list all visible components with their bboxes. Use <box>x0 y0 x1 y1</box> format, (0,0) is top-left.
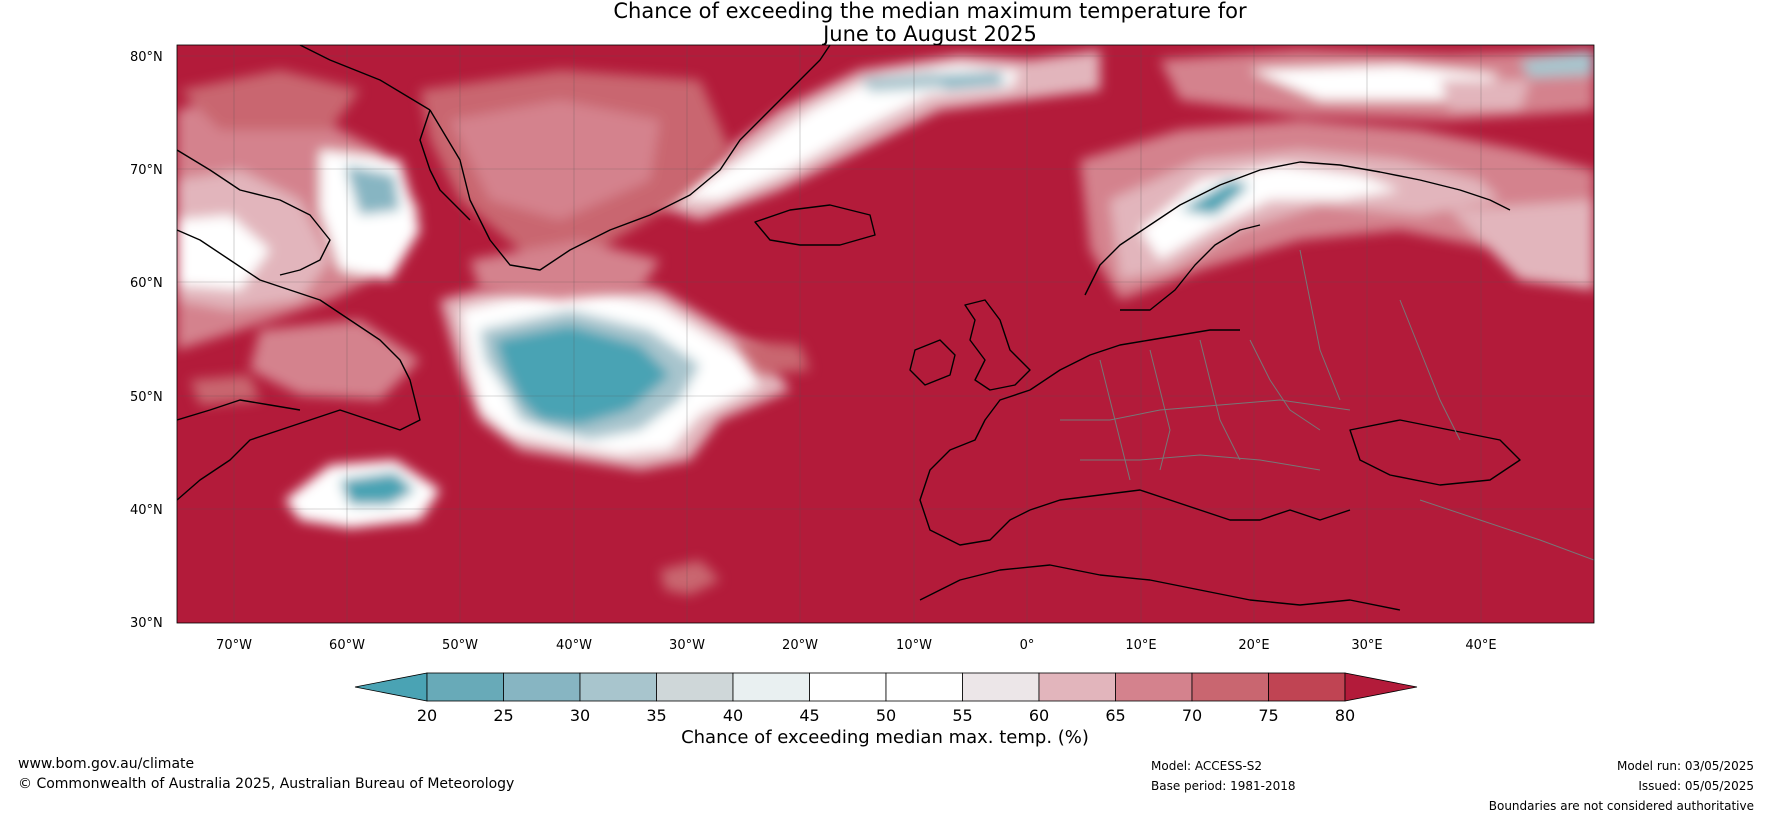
colorbar-tick-label: 80 <box>1335 706 1355 725</box>
map-title: Chance of exceeding the median maximum t… <box>0 0 1770 46</box>
coast-great-britain <box>964 299 1031 391</box>
colorbar-tick-label: 35 <box>646 706 666 725</box>
coast-st-lawrence <box>177 399 301 421</box>
field-nova-scotia-anomaly <box>285 460 440 528</box>
coast-mediterranean-north <box>1029 489 1351 521</box>
colorbar-tick-label: 45 <box>799 706 819 725</box>
coast-iberia <box>919 389 1031 546</box>
coastlines <box>177 45 1521 611</box>
coast-sweden-finland <box>1120 224 1261 311</box>
probability-field <box>177 45 1594 623</box>
colorbar-min-arrow <box>354 672 428 702</box>
colorbar-tick-label: 70 <box>1182 706 1202 725</box>
coast-greenland-east <box>429 45 831 271</box>
lon-label: 20°E <box>1238 638 1269 653</box>
field-atlantic-cold-anomaly <box>440 270 790 470</box>
field-greenland <box>420 70 730 300</box>
lat-label: 80°N <box>130 50 163 65</box>
map-frame <box>176 44 1595 624</box>
field-labrador-region <box>177 70 420 400</box>
colorbar-tick-label: 20 <box>417 706 437 725</box>
colorbar-tick-label: 40 <box>723 706 743 725</box>
lon-label: 10°W <box>896 638 932 653</box>
field-small-patches <box>190 340 810 595</box>
model-text: Model: ACCESS-S2 <box>1151 759 1263 773</box>
colorbar-segment <box>809 672 887 702</box>
lon-label: 70°W <box>216 638 252 653</box>
colorbar-segment <box>503 672 581 702</box>
issued-text: Issued: 05/05/2025 <box>1638 779 1754 793</box>
coast-labrador <box>177 229 421 501</box>
website-link[interactable]: www.bom.gov.au/climate <box>18 756 195 772</box>
copyright-text: © Commonwealth of Australia 2025, Austra… <box>18 776 515 792</box>
colorbar-segment <box>732 672 810 702</box>
colorbar-segment <box>1038 672 1116 702</box>
colorbar-tick-label: 55 <box>952 706 972 725</box>
colorbar-segment <box>579 672 657 702</box>
coast-iceland <box>754 204 876 246</box>
lat-label: 70°N <box>130 163 163 178</box>
coast-north-sea <box>1029 329 1240 391</box>
longitude-labels: 70°W 60°W 50°W 40°W 30°W 20°W 10°W 0° 10… <box>216 638 1497 653</box>
lon-label: 0° <box>1020 638 1035 653</box>
colorbar-tick-label: 65 <box>1105 706 1125 725</box>
model-run-text: Model run: 03/05/2025 <box>1616 759 1754 773</box>
coast-ireland <box>909 339 956 386</box>
coast-greenland-north <box>299 45 431 111</box>
field-denmark-strait <box>640 50 1100 220</box>
colorbar-tick-label: 75 <box>1258 706 1278 725</box>
map-title-line1: Chance of exceeding the median maximum t… <box>613 0 1247 23</box>
colorbar: 20 25 30 35 40 45 50 55 60 65 70 75 80 <box>354 672 1418 725</box>
lon-label: 10°E <box>1125 638 1156 653</box>
disclaimer-text: Boundaries are not considered authoritat… <box>1488 799 1754 813</box>
country-borders <box>1060 249 1594 561</box>
graticule <box>177 45 1594 623</box>
footer-model-info: Model: ACCESS-S2 Base period: 1981-2018 <box>1151 756 1296 796</box>
colorbar-segment <box>885 672 963 702</box>
coast-baffin <box>177 149 331 276</box>
colorbar-label: Chance of exceeding median max. temp. (%… <box>681 727 1089 748</box>
base-period-text: Base period: 1981-2018 <box>1151 779 1296 793</box>
lat-label: 60°N <box>130 276 163 291</box>
colorbar-tick-label: 60 <box>1029 706 1049 725</box>
map-title-line2: June to August 2025 <box>823 22 1037 46</box>
colorbar-segment <box>426 672 504 702</box>
field-scandinavia-arctic <box>1080 50 1594 300</box>
lat-label: 50°N <box>130 390 163 405</box>
colorbar-segment <box>1191 672 1269 702</box>
coast-greenland-west <box>419 109 471 221</box>
lon-label: 30°W <box>669 638 705 653</box>
lon-label: 60°W <box>329 638 365 653</box>
lon-label: 30°E <box>1351 638 1382 653</box>
colorbar-tick-label: 50 <box>876 706 896 725</box>
lon-label: 40°E <box>1465 638 1496 653</box>
lat-label: 30°N <box>130 616 163 631</box>
colorbar-segment <box>1115 672 1193 702</box>
lon-label: 20°W <box>782 638 818 653</box>
colorbar-segment <box>656 672 734 702</box>
footer-left: www.bom.gov.au/climate © Commonwealth of… <box>18 754 514 794</box>
colorbar-tick-label: 25 <box>493 706 513 725</box>
colorbar-max-arrow <box>1344 672 1418 702</box>
footer-run-info: Model run: 03/05/2025 Issued: 05/05/2025… <box>1489 756 1754 816</box>
colorbar-tick-label: 30 <box>570 706 590 725</box>
lon-label: 40°W <box>556 638 592 653</box>
lon-label: 50°W <box>442 638 478 653</box>
colorbar-segment <box>962 672 1040 702</box>
lat-label: 40°N <box>130 503 163 518</box>
coast-black-sea <box>1349 419 1521 486</box>
colorbar-segment <box>1268 672 1346 702</box>
latitude-labels: 80°N 70°N 60°N 50°N 40°N 30°N <box>130 50 163 631</box>
coast-norway <box>1084 161 1511 296</box>
coast-north-africa <box>919 564 1401 611</box>
